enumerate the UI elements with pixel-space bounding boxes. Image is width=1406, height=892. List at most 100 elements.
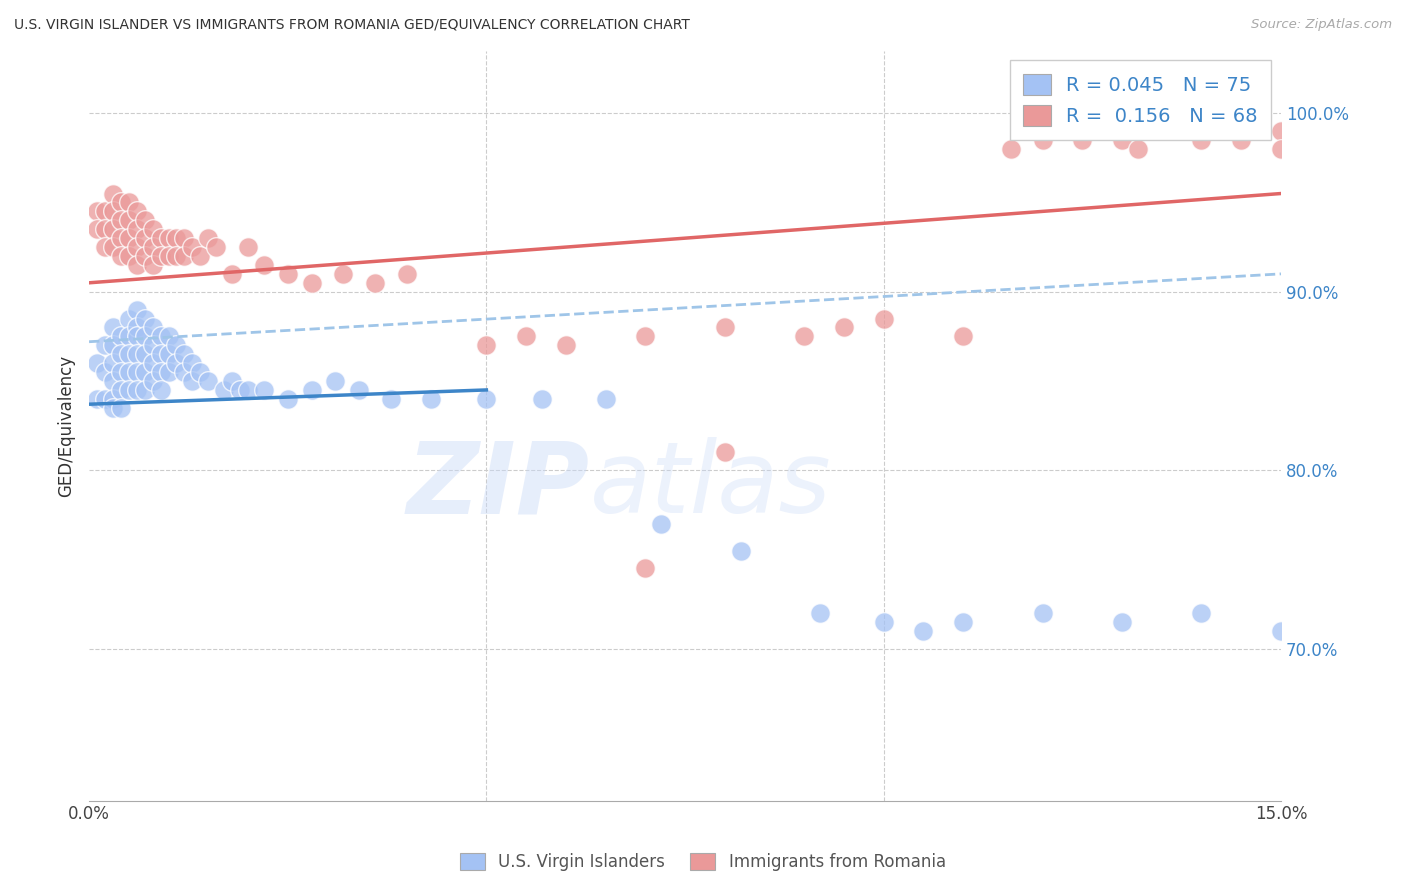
- Point: [205, 240, 228, 254]
- Point: [134, 365, 156, 379]
- Point: [595, 392, 617, 406]
- Legend: U.S. Virgin Islanders, Immigrants from Romania: U.S. Virgin Islanders, Immigrants from R…: [451, 845, 955, 880]
- Point: [101, 204, 124, 219]
- Point: [1270, 142, 1292, 156]
- Point: [253, 383, 276, 397]
- Point: [142, 240, 165, 254]
- Point: [157, 347, 180, 361]
- Point: [1191, 606, 1213, 620]
- Point: [515, 329, 537, 343]
- Y-axis label: GED/Equivalency: GED/Equivalency: [58, 355, 75, 497]
- Point: [142, 338, 165, 352]
- Point: [110, 249, 132, 263]
- Point: [142, 356, 165, 370]
- Point: [1270, 124, 1292, 138]
- Point: [530, 392, 553, 406]
- Point: [221, 374, 243, 388]
- Point: [173, 249, 195, 263]
- Point: [86, 392, 108, 406]
- Point: [118, 383, 141, 397]
- Text: U.S. VIRGIN ISLANDER VS IMMIGRANTS FROM ROMANIA GED/EQUIVALENCY CORRELATION CHAR: U.S. VIRGIN ISLANDER VS IMMIGRANTS FROM …: [14, 18, 690, 32]
- Point: [94, 204, 117, 219]
- Point: [181, 356, 204, 370]
- Point: [86, 356, 108, 370]
- Point: [277, 267, 299, 281]
- Point: [157, 231, 180, 245]
- Point: [110, 347, 132, 361]
- Point: [419, 392, 441, 406]
- Point: [872, 615, 894, 629]
- Point: [125, 222, 148, 236]
- Point: [86, 204, 108, 219]
- Point: [149, 249, 172, 263]
- Point: [475, 338, 498, 352]
- Point: [1270, 624, 1292, 638]
- Point: [332, 267, 354, 281]
- Point: [253, 258, 276, 272]
- Point: [125, 258, 148, 272]
- Point: [125, 365, 148, 379]
- Point: [142, 222, 165, 236]
- Point: [101, 186, 124, 201]
- Point: [475, 392, 498, 406]
- Point: [125, 320, 148, 334]
- Point: [1191, 124, 1213, 138]
- Point: [380, 392, 402, 406]
- Text: ZIP: ZIP: [406, 437, 589, 534]
- Point: [125, 347, 148, 361]
- Point: [173, 347, 195, 361]
- Point: [236, 240, 259, 254]
- Point: [166, 356, 188, 370]
- Point: [1071, 133, 1094, 147]
- Point: [634, 561, 657, 575]
- Point: [125, 204, 148, 219]
- Point: [94, 222, 117, 236]
- Point: [1111, 133, 1133, 147]
- Point: [110, 329, 132, 343]
- Point: [149, 347, 172, 361]
- Point: [301, 276, 323, 290]
- Point: [713, 445, 735, 459]
- Point: [157, 365, 180, 379]
- Point: [364, 276, 387, 290]
- Point: [173, 231, 195, 245]
- Point: [347, 383, 370, 397]
- Point: [872, 311, 894, 326]
- Point: [101, 320, 124, 334]
- Point: [173, 365, 195, 379]
- Point: [212, 383, 235, 397]
- Point: [395, 267, 418, 281]
- Point: [142, 258, 165, 272]
- Point: [118, 249, 141, 263]
- Point: [236, 383, 259, 397]
- Point: [912, 624, 935, 638]
- Legend: R = 0.045   N = 75, R =  0.156   N = 68: R = 0.045 N = 75, R = 0.156 N = 68: [1010, 61, 1271, 140]
- Point: [166, 249, 188, 263]
- Point: [229, 383, 252, 397]
- Point: [277, 392, 299, 406]
- Point: [125, 383, 148, 397]
- Point: [110, 383, 132, 397]
- Point: [181, 240, 204, 254]
- Point: [110, 231, 132, 245]
- Point: [952, 615, 974, 629]
- Point: [793, 329, 815, 343]
- Point: [832, 320, 855, 334]
- Point: [125, 302, 148, 317]
- Point: [134, 231, 156, 245]
- Point: [101, 392, 124, 406]
- Point: [149, 231, 172, 245]
- Point: [149, 365, 172, 379]
- Point: [197, 231, 219, 245]
- Point: [188, 365, 211, 379]
- Point: [134, 329, 156, 343]
- Point: [101, 338, 124, 352]
- Point: [110, 365, 132, 379]
- Point: [142, 320, 165, 334]
- Point: [134, 383, 156, 397]
- Point: [110, 195, 132, 210]
- Point: [101, 401, 124, 415]
- Point: [118, 329, 141, 343]
- Point: [149, 383, 172, 397]
- Point: [118, 365, 141, 379]
